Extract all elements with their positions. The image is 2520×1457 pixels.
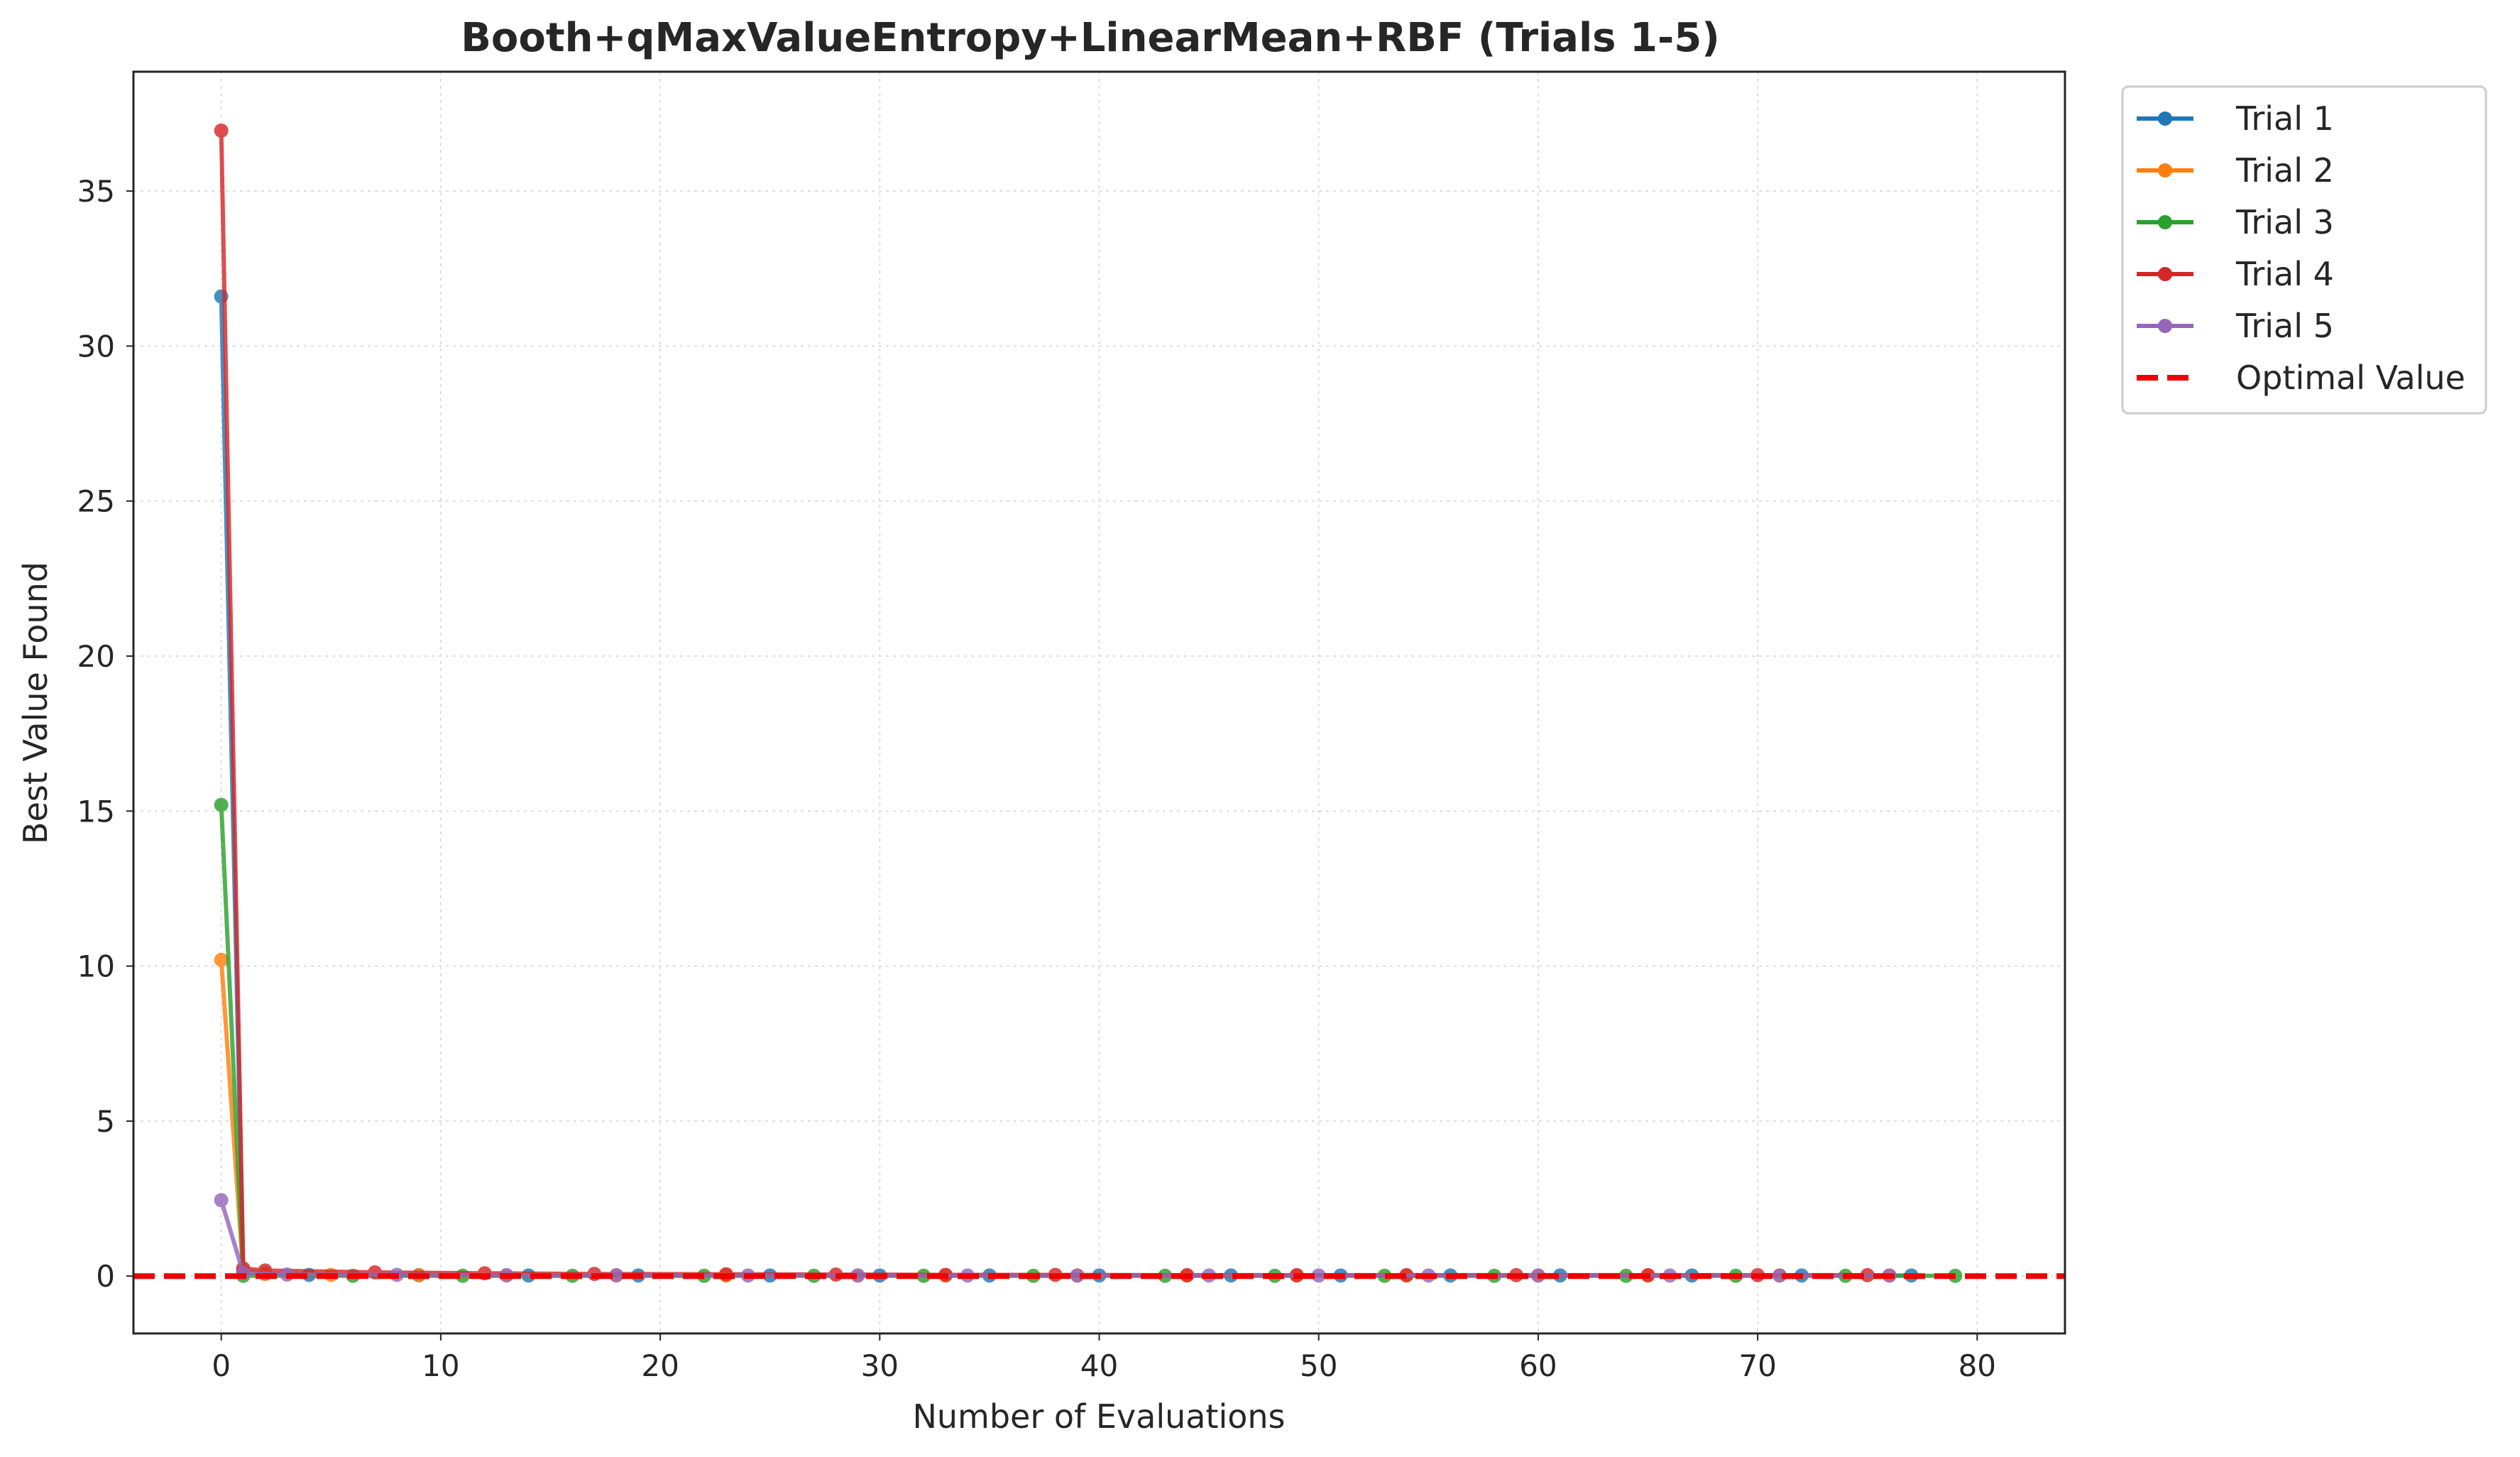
y-tick-label: 30 [77,329,115,364]
x-tick-label: 60 [1519,1348,1557,1383]
legend-swatch-marker [2158,267,2172,281]
x-tick-label: 50 [1300,1348,1337,1383]
series-trial-1 [214,289,1919,1283]
x-tick-label: 70 [1738,1348,1776,1383]
data-point [214,797,229,812]
data-point [850,1268,865,1283]
data-point [1311,1268,1326,1283]
series-line [219,296,1912,1278]
data-point [1773,1268,1787,1283]
legend-label: Trial 5 [2235,307,2334,345]
y-tick-label: 5 [96,1104,115,1139]
legend-entry: Trial 1 [2137,99,2334,138]
legend-swatch-marker [2158,111,2172,126]
legend-label: Trial 4 [2235,255,2334,293]
data-point [214,123,229,138]
grid [133,72,2065,1333]
legend-label: Trial 2 [2235,151,2334,190]
series-layer [214,123,1963,1283]
data-point [1070,1268,1085,1283]
series-line [219,959,1890,1278]
x-tick-label: 40 [1080,1348,1118,1383]
y-tick-label: 25 [77,484,115,519]
series-line [219,804,1956,1278]
series-trial-3 [214,797,1963,1283]
y-tick-label: 10 [77,949,115,984]
axis-ticks: 0 10 20 30 40 50 60 70 80 0 5 10 15 20 25 30 35 [77,174,1996,1383]
y-tick-label: 0 [96,1259,115,1294]
chart-title: Booth+qMaxValueEntropy+LinearMean+RBF (T… [461,15,1720,61]
legend-entry: Trial 3 [2137,203,2334,241]
x-tick-label: 30 [861,1348,899,1383]
legend-label: Trial 1 [2235,99,2334,138]
legend-entry: Trial 4 [2137,255,2334,293]
legend-swatch-marker [2158,319,2172,333]
data-point [609,1267,624,1282]
x-tick-label: 80 [1959,1348,1996,1383]
legend-entry: Trial 2 [2137,151,2334,190]
series-trial-4 [214,123,1875,1282]
x-tick-label: 0 [212,1348,231,1383]
y-tick-label: 20 [77,639,115,674]
legend-entry: Trial 5 [2137,307,2334,345]
data-point [214,1193,229,1208]
series-trial-2 [214,952,1897,1283]
x-axis-label: Number of Evaluations [912,1397,1285,1436]
legend-entry: Optimal Value [2137,359,2465,397]
legend-swatch-marker [2158,163,2172,178]
x-tick-label: 10 [422,1348,459,1383]
y-tick-label: 35 [77,174,115,209]
y-tick-label: 15 [77,794,115,829]
y-axis-label: Best Value Found [16,562,55,844]
legend: Trial 1 Trial 2 Trial 3 Trial 4 Trial 5 Optim… [2121,85,2487,415]
legend-swatch-marker [2158,215,2172,229]
data-point [214,952,229,967]
legend-label: Trial 3 [2235,203,2334,241]
legend-box [2121,85,2487,415]
legend-label: Optimal Value [2236,359,2465,397]
series-line [219,1199,1890,1278]
x-tick-label: 20 [641,1348,679,1383]
series-line [219,130,1868,1277]
